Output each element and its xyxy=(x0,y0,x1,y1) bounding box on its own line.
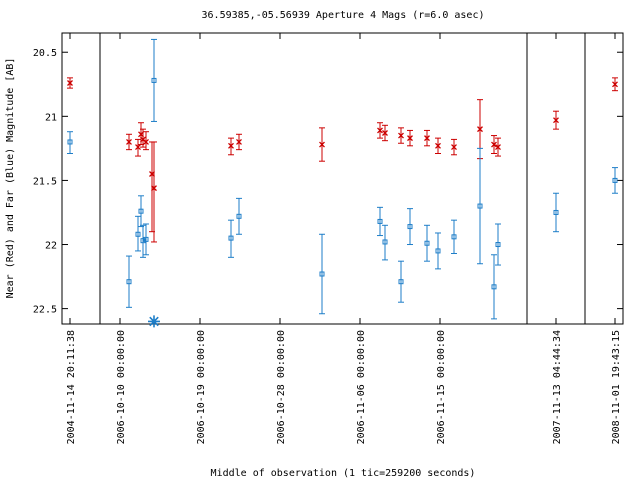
far-magnitude-point xyxy=(495,242,501,248)
far-magnitude-point xyxy=(236,213,242,219)
near-magnitude-point xyxy=(377,127,383,134)
x-axis-label: Middle of observation (1 tic=259200 seco… xyxy=(211,468,476,479)
x-tick-label: 2007-11-13 04:44:34 xyxy=(552,330,563,444)
x-tick-label: 2006-10-10 00:00:00 xyxy=(116,330,127,444)
x-tick-label: 2008-11-01 19:43:15 xyxy=(611,330,622,444)
far-magnitude-point xyxy=(477,203,483,209)
near-magnitude-point xyxy=(491,141,497,148)
far-magnitude-point xyxy=(377,218,383,224)
near-magnitude-point xyxy=(398,132,404,139)
segment-breaks xyxy=(99,33,586,324)
x-tick-label: 2006-10-19 00:00:00 xyxy=(196,330,207,444)
near-magnitude-point xyxy=(67,80,73,86)
near-magnitude-point xyxy=(135,144,141,151)
x-axis-ticks: 2004-11-14 20:11:38 2006-10-10 00:00:00 20… xyxy=(66,33,622,444)
limit-marker-point xyxy=(148,315,160,328)
far-magnitude-point xyxy=(407,224,413,230)
far-magnitude-point xyxy=(228,235,234,241)
near-magnitude-point xyxy=(382,130,388,136)
near-magnitude-point xyxy=(435,142,441,149)
far-magnitude-point xyxy=(143,236,149,242)
chart-title: 36.59385,-05.56939 Aperture 4 Mags (r=6.… xyxy=(202,10,485,21)
near-magnitude-point xyxy=(228,142,234,149)
near-magnitude-point xyxy=(495,144,501,151)
near-magnitude-point xyxy=(236,139,242,145)
plot-frame xyxy=(61,32,624,325)
far-magnitude-point xyxy=(382,239,388,245)
far-magnitude-point xyxy=(398,279,404,285)
far-magnitude-point xyxy=(126,279,132,285)
near-magnitude-point xyxy=(126,139,132,145)
near-magnitude-point xyxy=(143,139,149,145)
y-tick-label: 21 xyxy=(45,112,57,123)
far-magnitude-point xyxy=(140,238,146,244)
far-magnitude-point xyxy=(435,248,441,254)
far-magnitude-point xyxy=(138,208,144,214)
far-magnitude-point xyxy=(151,77,157,83)
near-magnitude-point xyxy=(451,144,457,151)
far-magnitude-point xyxy=(319,271,325,277)
near-magnitude-point xyxy=(612,81,618,88)
far-magnitude-point xyxy=(135,231,141,237)
y-tick-label: 21.5 xyxy=(33,176,57,187)
far-magnitude-point xyxy=(424,240,430,246)
x-tick-label: 2006-11-15 00:00:00 xyxy=(436,330,447,444)
y-axis-ticks: 20.5 21 21.5 22 22.5 xyxy=(33,48,623,316)
far-magnitude-point xyxy=(612,177,618,183)
near-magnitude-point xyxy=(151,185,157,192)
far-magnitude-point xyxy=(491,284,497,290)
near-magnitude-point xyxy=(424,135,430,142)
x-tick-label: 2004-11-14 20:11:38 xyxy=(66,330,77,444)
near-magnitude-point xyxy=(319,141,325,148)
y-tick-label: 22 xyxy=(45,241,57,252)
x-tick-label: 2006-11-06 00:00:00 xyxy=(356,330,367,444)
far-magnitude-point xyxy=(553,209,559,215)
data-marks xyxy=(67,38,618,328)
near-magnitude-point xyxy=(477,126,483,133)
y-tick-label: 20.5 xyxy=(33,48,57,59)
near-magnitude-point xyxy=(407,135,413,142)
near-magnitude-point xyxy=(553,117,559,124)
far-magnitude-point xyxy=(451,234,457,240)
y-tick-label: 22.5 xyxy=(33,305,57,316)
y-axis-label: Near (Red) and Far (Blue) Magnitude [AB] xyxy=(5,58,16,299)
far-magnitude-point xyxy=(67,139,73,145)
x-tick-label: 2006-10-28 00:00:00 xyxy=(276,330,287,444)
